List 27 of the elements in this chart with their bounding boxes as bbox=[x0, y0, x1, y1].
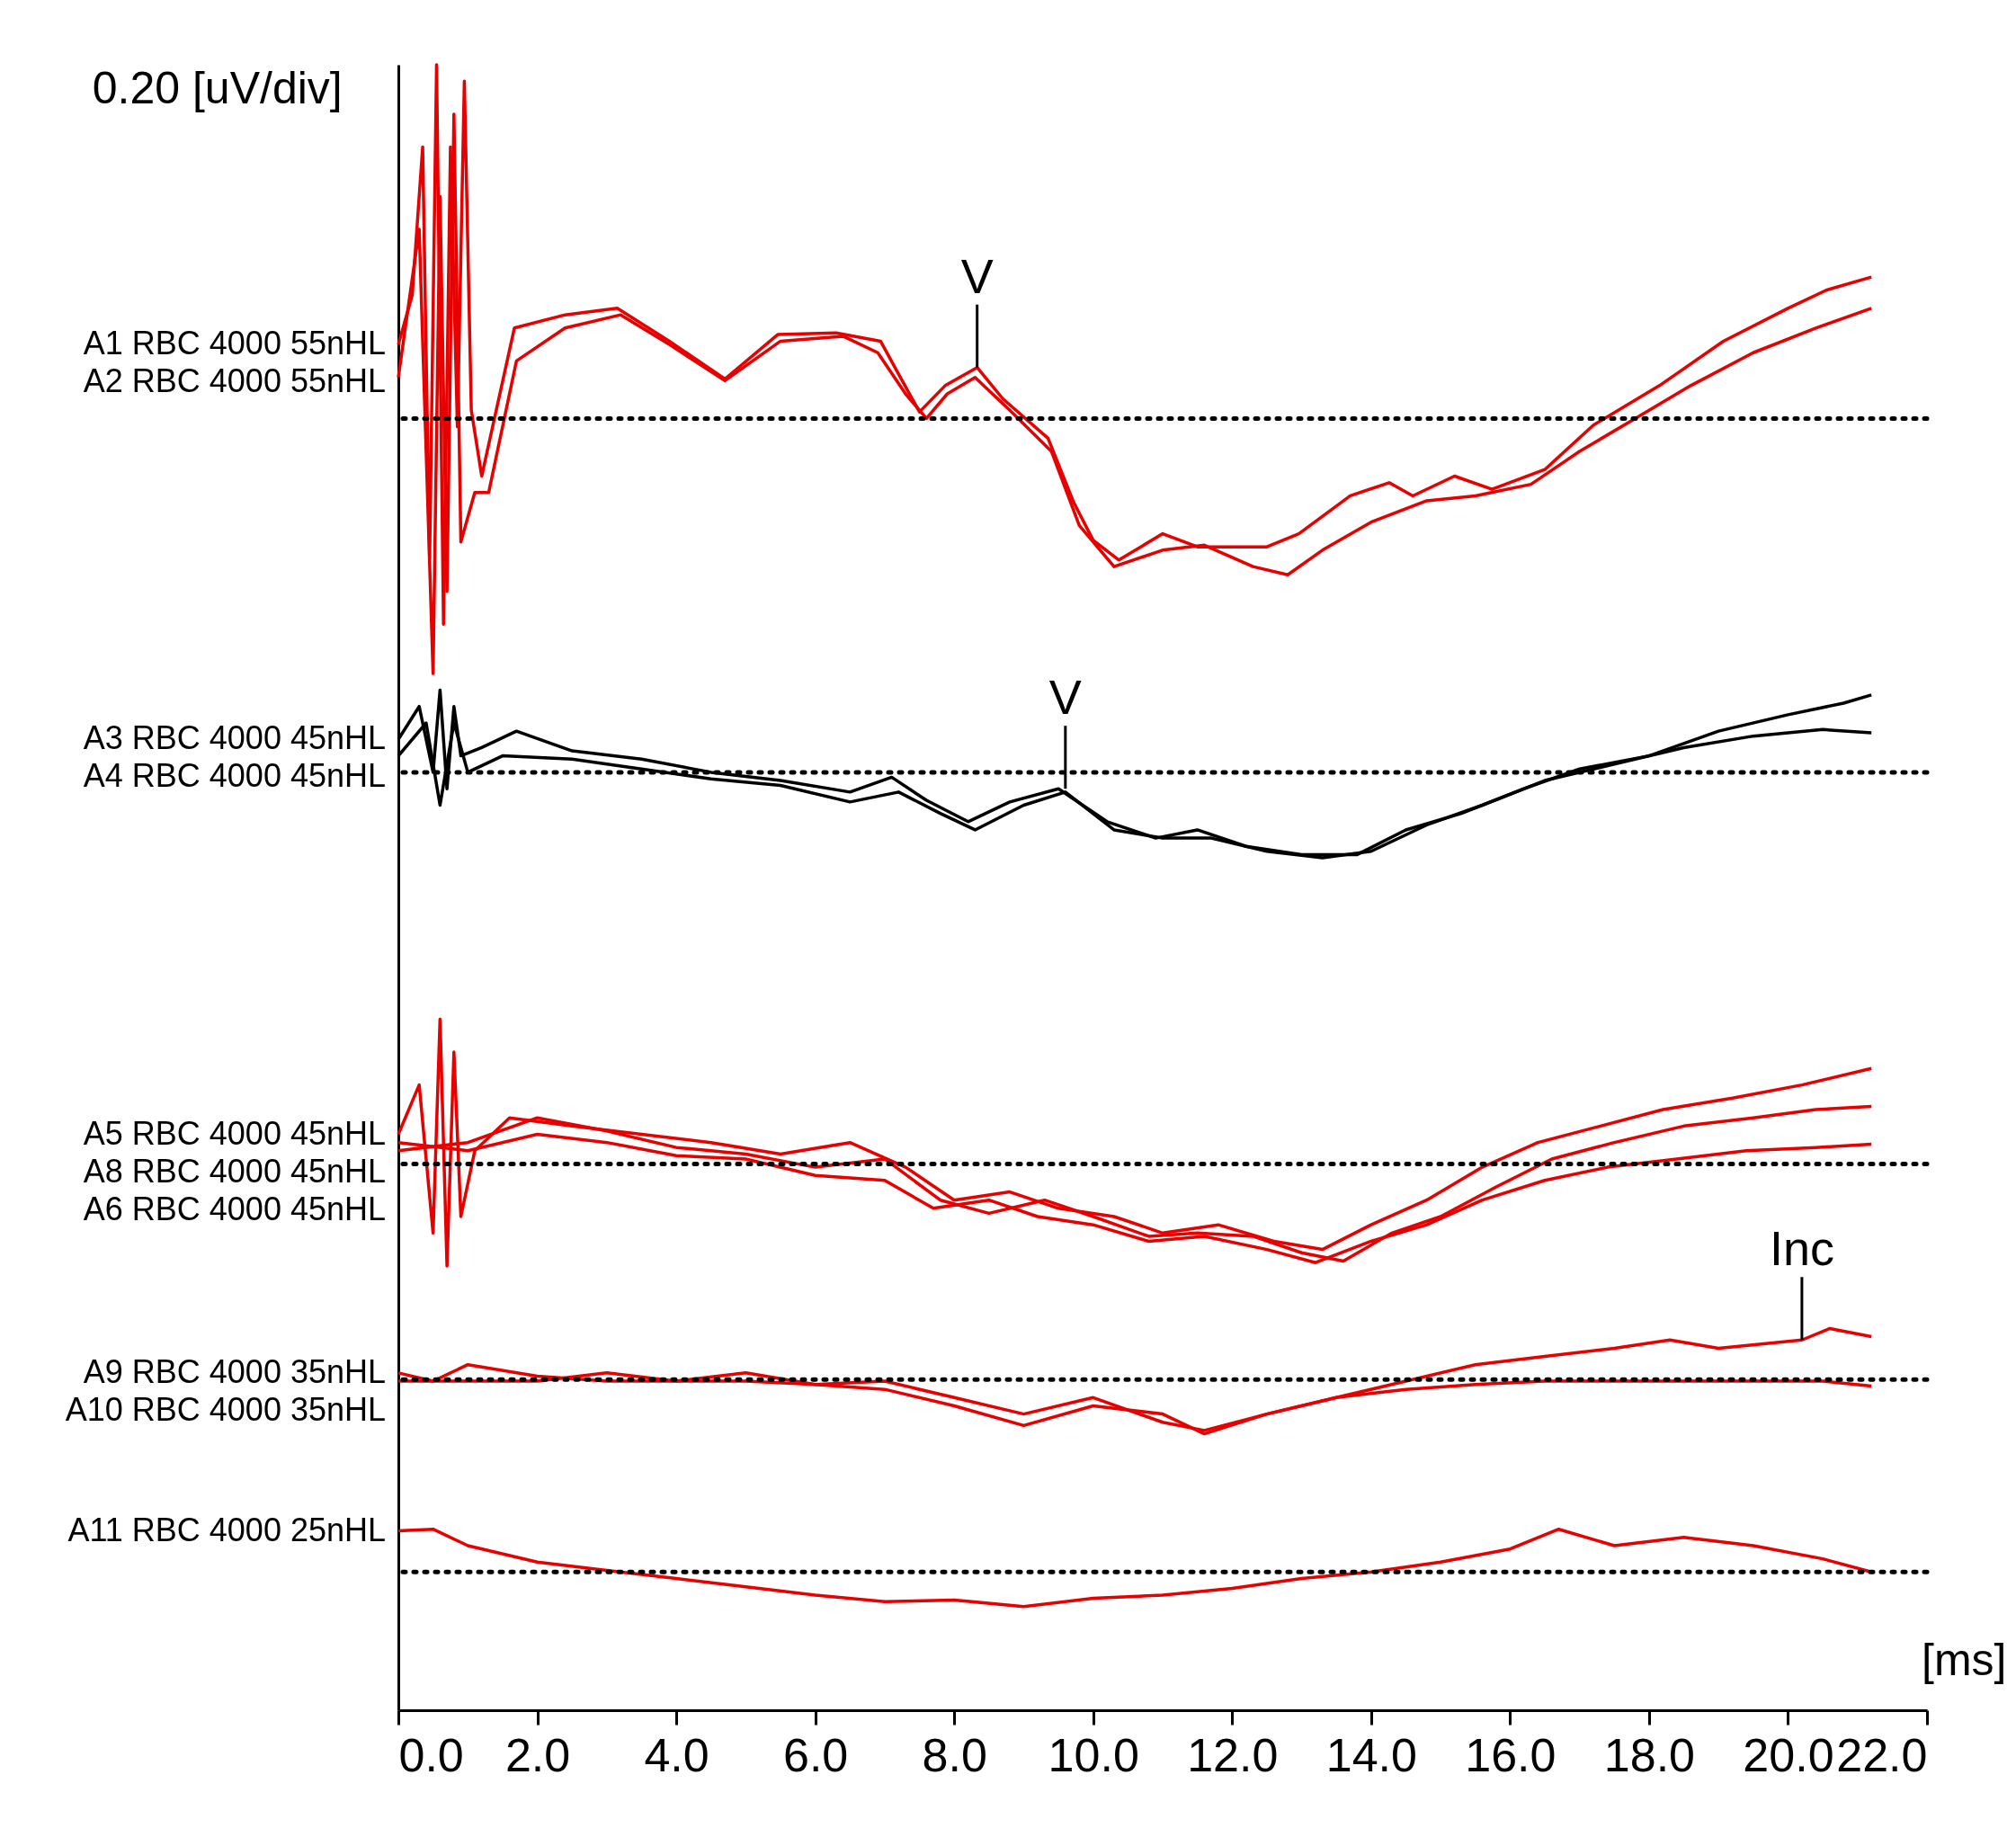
series-label: A1 RBC 4000 55nHL bbox=[83, 325, 386, 362]
series-label: A9 RBC 4000 35nHL bbox=[83, 1352, 386, 1390]
annotation: V bbox=[1048, 670, 1082, 725]
x-tick-label: 20.0 bbox=[1743, 1728, 1834, 1781]
series-label: A3 RBC 4000 45nHL bbox=[83, 719, 386, 757]
series-label: A8 RBC 4000 45nHL bbox=[83, 1152, 386, 1190]
x-axis-title: [ms] bbox=[1922, 1634, 2007, 1685]
x-tick-label: 16.0 bbox=[1465, 1728, 1557, 1781]
x-tick-label: 12.0 bbox=[1187, 1728, 1279, 1781]
series-label: A2 RBC 4000 55nHL bbox=[83, 362, 386, 400]
x-tick-label: 18.0 bbox=[1603, 1728, 1696, 1781]
x-tick-label: 4.0 bbox=[644, 1728, 709, 1781]
x-tick-label: 10.0 bbox=[1048, 1728, 1139, 1781]
x-tick-label: 14.0 bbox=[1325, 1728, 1417, 1781]
annotation: Inc bbox=[1769, 1221, 1834, 1276]
x-tick-label: 0.0 bbox=[398, 1728, 464, 1781]
x-tick-label: 22.0 bbox=[1836, 1728, 1928, 1781]
series-label: A4 RBC 4000 45nHL bbox=[83, 757, 386, 795]
x-tick-label: 8.0 bbox=[922, 1728, 987, 1781]
chart-title: 0.20 [uV/div] bbox=[92, 63, 343, 114]
annotation: V bbox=[960, 248, 994, 303]
series-label: A11 RBC 4000 25nHL bbox=[67, 1511, 386, 1548]
series-label: A5 RBC 4000 45nHL bbox=[83, 1114, 386, 1152]
x-tick-label: 6.0 bbox=[782, 1728, 849, 1781]
x-tick-label: 2.0 bbox=[504, 1728, 571, 1781]
series-label: A10 RBC 4000 35nHL bbox=[65, 1390, 386, 1428]
series-label: A6 RBC 4000 45nHL bbox=[83, 1190, 386, 1227]
